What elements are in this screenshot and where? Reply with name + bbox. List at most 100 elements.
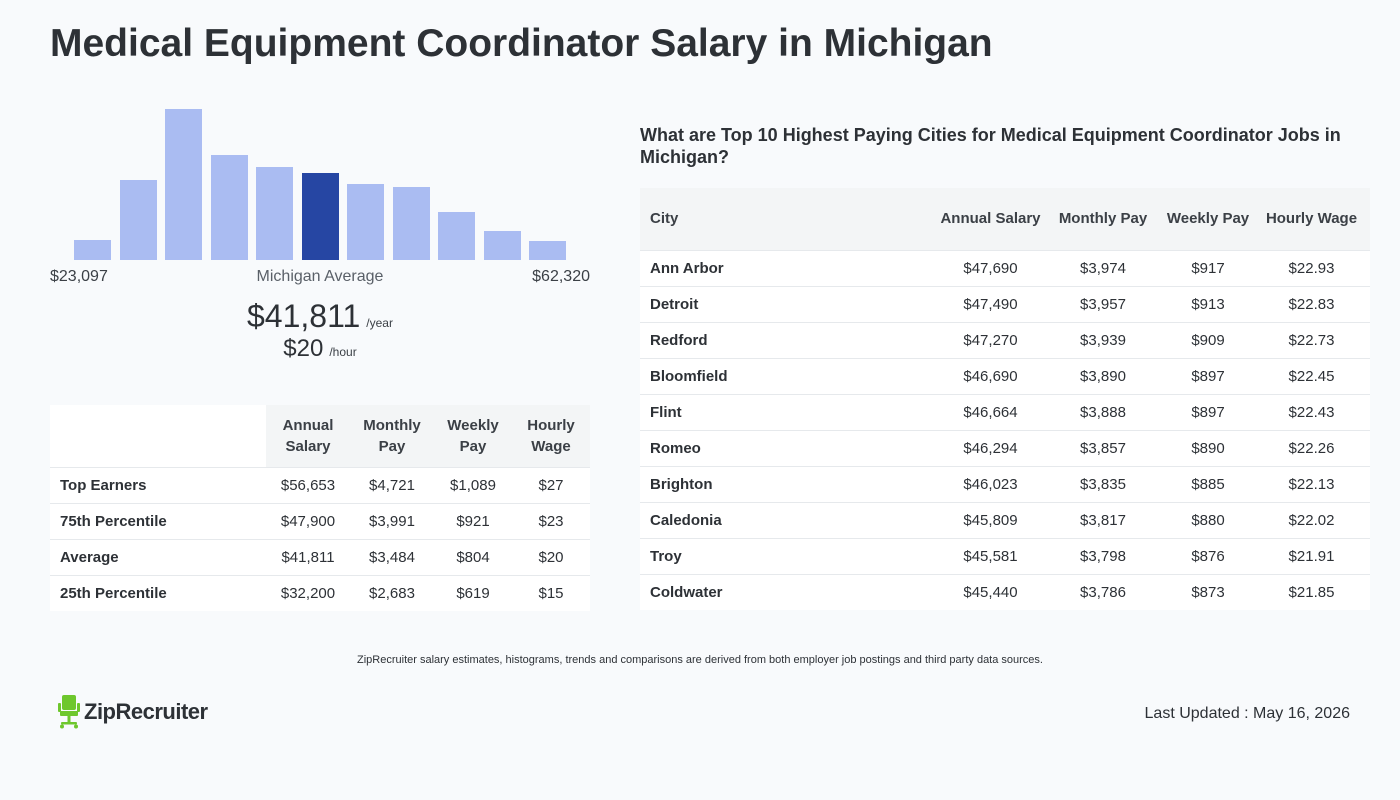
percentile-cell: $921 (434, 502, 512, 539)
city-row-label: Caledonia (640, 501, 938, 538)
histogram-bar (347, 183, 384, 260)
disclaimer: ZipRecruiter salary estimates, histogram… (357, 654, 1043, 666)
city-cell: $22.43 (1253, 393, 1370, 430)
city-cell: $22.13 (1253, 465, 1370, 502)
city-cell: $917 (1163, 249, 1253, 286)
percentile-cell: $4,721 (350, 466, 434, 503)
city-cell: $897 (1163, 357, 1253, 394)
percentile-cell: $47,900 (266, 502, 350, 539)
percentile-cell: $20 (512, 538, 590, 575)
percentile-row: 75th Percentile $47,900 $3,991 $921 $23 (50, 502, 590, 539)
city-row-label: Detroit (640, 285, 938, 322)
city-cell: $885 (1163, 465, 1253, 502)
average-annual-unit: /year (366, 316, 393, 330)
ziprecruiter-logo[interactable]: ZipRecruiter (58, 695, 208, 729)
city-cell: $22.26 (1253, 429, 1370, 466)
city-cell: $876 (1163, 537, 1253, 574)
city-row-label: Bloomfield (640, 357, 938, 394)
city-header-annual: Annual Salary (938, 188, 1043, 250)
city-cell: $22.73 (1253, 321, 1370, 358)
city-row: Bloomfield $46,690 $3,890 $897 $22.45 (640, 357, 1370, 394)
top-cities-title: What are Top 10 Highest Paying Cities fo… (640, 125, 1341, 167)
city-cell: $3,786 (1043, 573, 1163, 610)
percentile-cell: $56,653 (266, 466, 350, 503)
city-row-label: Troy (640, 537, 938, 574)
city-row: Redford $47,270 $3,939 $909 $22.73 (640, 321, 1370, 358)
city-cell: $913 (1163, 285, 1253, 322)
city-cell: $22.45 (1253, 357, 1370, 394)
average-hourly: $20/hour (50, 335, 590, 363)
city-table: City Annual Salary Monthly Pay Weekly Pa… (640, 188, 1370, 610)
city-row: Troy $45,581 $3,798 $876 $21.91 (640, 537, 1370, 574)
city-cell: $3,888 (1043, 393, 1163, 430)
average-annual: $41,811/year (50, 298, 590, 335)
city-row: Detroit $47,490 $3,957 $913 $22.83 (640, 285, 1370, 322)
city-cell: $21.91 (1253, 537, 1370, 574)
logo-text: ZipRecruiter (84, 699, 208, 724)
percentile-cell: $41,811 (266, 538, 350, 575)
percentile-cell: $15 (512, 574, 590, 611)
city-row-label: Brighton (640, 465, 938, 502)
histogram-bar (210, 154, 248, 260)
city-row-label: Romeo (640, 429, 938, 466)
histogram-range: $23,097 Michigan Average $62,320 (50, 264, 590, 292)
city-cell: $3,857 (1043, 429, 1163, 466)
city-cell: $45,581 (938, 537, 1043, 574)
histogram-bar (438, 212, 475, 260)
city-cell: $45,440 (938, 573, 1043, 610)
percentile-header-hourly: Hourly Wage (512, 405, 590, 467)
city-cell: $880 (1163, 501, 1253, 538)
percentile-header-row: Annual Salary Monthly Pay Weekly Pay Hou… (50, 405, 590, 467)
percentile-cell: $619 (434, 574, 512, 611)
histogram-min-label: $23,097 (50, 268, 108, 285)
city-cell: $47,270 (938, 321, 1043, 358)
city-row: Ann Arbor $47,690 $3,974 $917 $22.93 (640, 249, 1370, 286)
city-row: Romeo $46,294 $3,857 $890 $22.26 (640, 429, 1370, 466)
percentile-cell: $3,991 (350, 502, 434, 539)
percentile-header-blank (50, 405, 266, 467)
city-cell: $22.93 (1253, 249, 1370, 286)
city-row-label: Ann Arbor (640, 249, 938, 286)
salary-histogram (50, 90, 590, 260)
histogram-bar (256, 166, 293, 260)
top-cities: What are Top 10 Highest Paying Cities fo… (640, 124, 1370, 610)
percentile-cell: $32,200 (266, 574, 350, 611)
city-row-label: Coldwater (640, 573, 938, 610)
city-header-hourly: Hourly Wage (1253, 188, 1370, 250)
percentile-row-label: 25th Percentile (50, 574, 266, 611)
city-header-row: City Annual Salary Monthly Pay Weekly Pa… (640, 188, 1370, 250)
city-cell: $3,835 (1043, 465, 1163, 502)
percentile-table-body: Top Earners $56,653 $4,721 $1,089 $27 75th Pe… (50, 466, 590, 611)
percentile-header-annual: Annual Salary (266, 405, 350, 467)
percentile-row-label: 75th Percentile (50, 502, 266, 539)
city-cell: $3,939 (1043, 321, 1163, 358)
percentile-row-label: Average (50, 538, 266, 575)
city-cell: $3,817 (1043, 501, 1163, 538)
histogram-bar (119, 180, 157, 260)
city-cell: $46,023 (938, 465, 1043, 502)
city-row: Flint $46,664 $3,888 $897 $22.43 (640, 393, 1370, 430)
last-updated: Last Updated : May 16, 2026 (1144, 705, 1350, 722)
percentile-cell: $2,683 (350, 574, 434, 611)
percentile-header-weekly: Weekly Pay (434, 405, 512, 467)
histogram-bar (483, 231, 521, 260)
city-cell: $46,690 (938, 357, 1043, 394)
percentile-header-monthly: Monthly Pay (350, 405, 434, 467)
histogram-bar (392, 186, 430, 260)
city-cell: $3,798 (1043, 537, 1163, 574)
city-cell: $45,809 (938, 501, 1043, 538)
chair-icon (58, 695, 80, 729)
percentile-row: Top Earners $56,653 $4,721 $1,089 $27 (50, 466, 590, 503)
city-table-body: Ann Arbor $47,690 $3,974 $917 $22.93 Detroit $… (640, 249, 1370, 610)
percentile-table: Annual Salary Monthly Pay Weekly Pay Hou… (50, 405, 590, 611)
city-row: Brighton $46,023 $3,835 $885 $22.13 (640, 465, 1370, 502)
city-row-label: Flint (640, 393, 938, 430)
percentile-cell: $27 (512, 466, 590, 503)
city-header-city: City (640, 188, 938, 250)
average-annual-value: $41,811 (247, 298, 361, 334)
city-cell: $46,294 (938, 429, 1043, 466)
histogram-bar (74, 239, 111, 260)
average-hourly-value: $20 (283, 335, 324, 362)
percentile-row: Average $41,811 $3,484 $804 $20 (50, 538, 590, 575)
city-cell: $22.02 (1253, 501, 1370, 538)
